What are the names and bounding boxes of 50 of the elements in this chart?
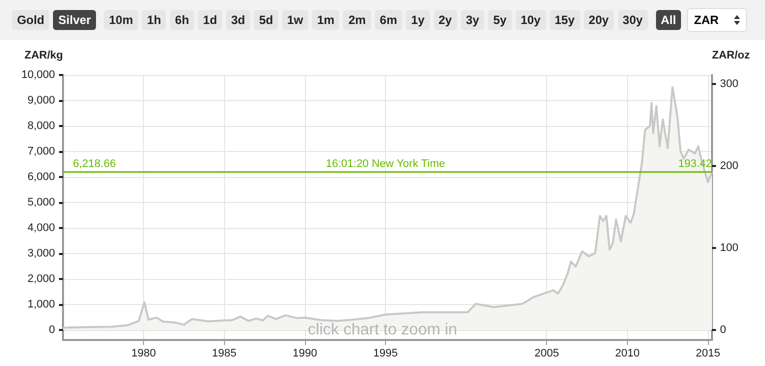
- x-tick-label: 1980: [131, 348, 156, 360]
- annotation: 16:01:20 New York Time: [326, 158, 446, 170]
- text: 10y: [516, 10, 546, 30]
- text: Gold: [12, 10, 50, 30]
- text: 1d: [198, 10, 222, 30]
- text: 2m: [343, 10, 371, 30]
- y2-tick-label: 100: [720, 242, 738, 254]
- text: ZAR: [694, 13, 720, 27]
- text: 5y: [488, 10, 512, 30]
- x-tick-label: 1985: [212, 348, 236, 360]
- text: 1w: [282, 10, 308, 30]
- text: 1m: [312, 10, 340, 30]
- y-tick-label: 4,000: [27, 222, 55, 234]
- y-tick-label: 10,000: [21, 69, 55, 81]
- y-axis-title: ZAR/kg: [24, 50, 63, 62]
- x-tick-label: 2015: [696, 348, 720, 360]
- y2-tick-label: 200: [720, 160, 738, 172]
- text: 1h: [142, 10, 166, 30]
- annotation: 193.42: [678, 158, 712, 170]
- annotation: click chart to zoom in: [308, 322, 458, 338]
- text: 3y: [460, 10, 484, 30]
- y2-tick-label: 300: [720, 78, 738, 90]
- text: All: [656, 10, 682, 30]
- y-tick-label: 6,000: [27, 170, 55, 183]
- y2-tick-label: 0: [720, 324, 726, 336]
- text: 2y: [434, 10, 457, 30]
- text: 5d: [254, 10, 278, 30]
- x-tick-label: 2010: [615, 348, 640, 360]
- x-tick-label: 2005: [534, 348, 559, 360]
- y-tick-label: 7,000: [27, 145, 55, 158]
- y-tick-label: 3,000: [27, 247, 55, 260]
- text: 15y: [550, 10, 580, 30]
- text: 6m: [374, 10, 402, 30]
- text: 10m: [104, 10, 138, 30]
- text: 20y: [584, 10, 614, 30]
- y2-axis-title: ZAR/oz: [712, 50, 750, 62]
- text: 1y: [406, 10, 430, 30]
- y-tick-label: 5,000: [27, 196, 55, 208]
- text: 6h: [170, 10, 194, 30]
- y-tick-label: 2,000: [27, 272, 55, 285]
- y-tick-label: 1,000: [27, 298, 55, 310]
- text: 30y: [618, 10, 648, 30]
- text: 3d: [226, 10, 250, 30]
- y-tick-label: 0: [48, 324, 55, 336]
- ref-line-label: 6,218.66: [73, 158, 116, 170]
- y-tick-label: 8,000: [27, 120, 55, 132]
- x-tick-label: 1990: [292, 348, 318, 360]
- y-tick-label: 9,000: [27, 94, 55, 106]
- x-tick-label: 1995: [373, 348, 398, 360]
- text: Silver: [53, 10, 96, 30]
